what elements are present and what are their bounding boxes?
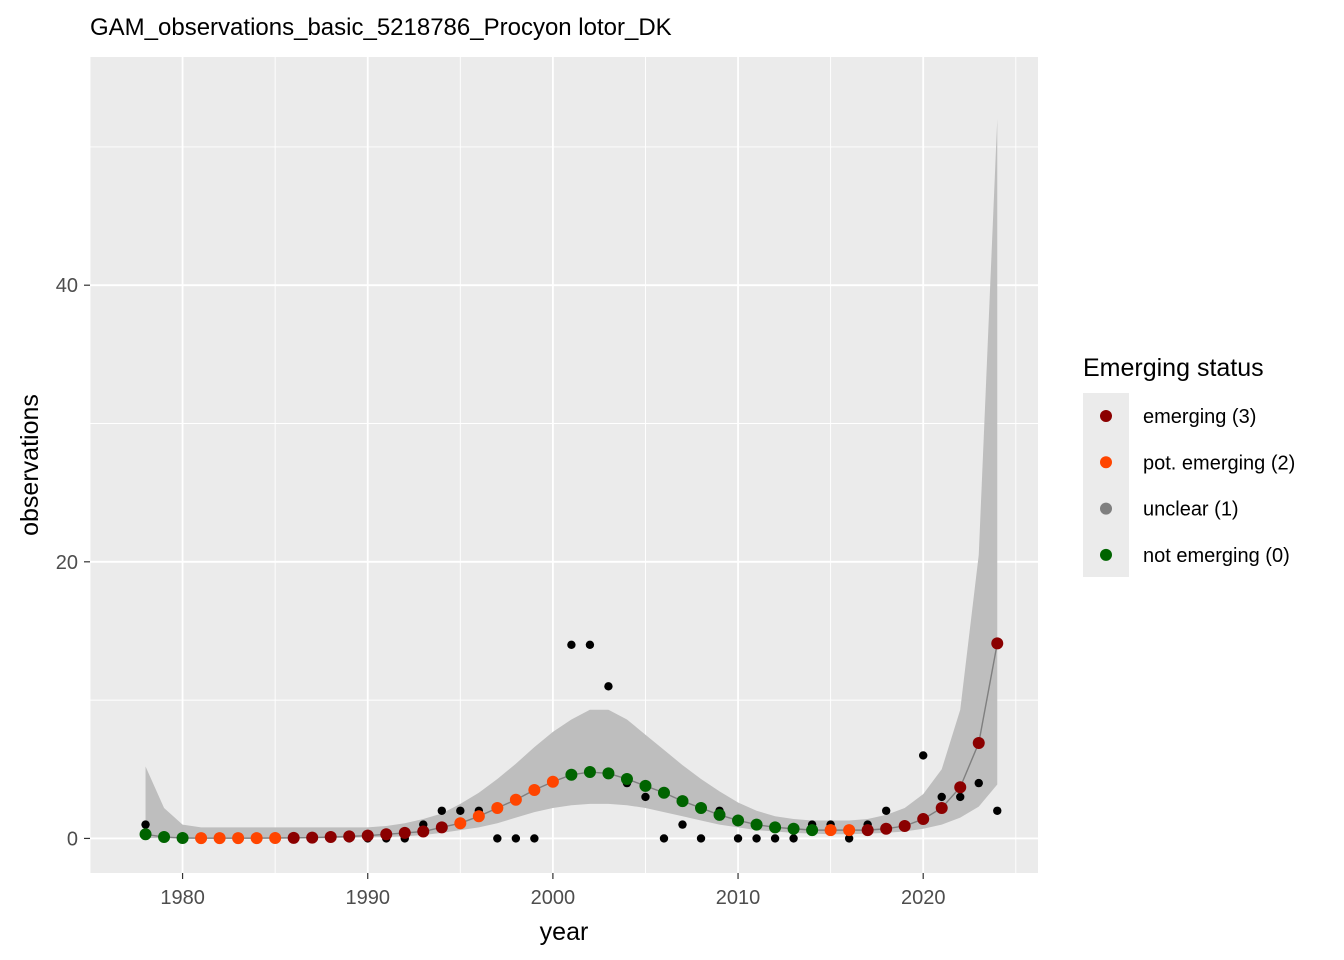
legend-label: unclear (1) [1143, 499, 1239, 521]
observed-point [844, 834, 854, 843]
fitted-point [583, 766, 596, 779]
legend-items: emerging (3) pot. emerging (2) unclear (1)… [1100, 406, 1295, 567]
fitted-point [269, 832, 282, 845]
legend-key [1100, 456, 1112, 469]
fitted-point [861, 824, 874, 837]
observed-point [641, 792, 650, 802]
fitted-point [972, 736, 985, 749]
fitted-point [991, 637, 1004, 650]
fitted-point [324, 831, 337, 844]
observed-point [696, 834, 706, 843]
fitted-point [417, 825, 430, 838]
y-tick-label: 0 [67, 828, 78, 850]
fitted-point [843, 824, 856, 837]
observed-point [530, 834, 539, 843]
fitted-point [343, 830, 356, 843]
fitted-point [509, 793, 522, 806]
legend-key [1100, 410, 1112, 422]
legend-key [1100, 502, 1112, 515]
x-tick-label: 2010 [716, 887, 761, 909]
fitted-point [732, 814, 745, 827]
fitted-point [769, 821, 782, 834]
fitted-point [713, 808, 726, 821]
fitted-point [287, 831, 300, 844]
fitted-points [139, 637, 1004, 845]
fitted-point [880, 822, 893, 835]
y-tick-label: 40 [56, 275, 78, 297]
observed-point [752, 834, 761, 843]
fitted-point [195, 832, 208, 845]
observed-point [437, 806, 446, 815]
fitted-point [250, 832, 263, 845]
observed-point [456, 806, 465, 815]
fitted-point [639, 779, 652, 792]
fitted-point [565, 768, 578, 781]
legend-key-background [1083, 393, 1129, 577]
legend-label: emerging (3) [1143, 406, 1256, 428]
fitted-point [213, 832, 226, 845]
observed-point [881, 806, 891, 815]
fitted-point [491, 801, 504, 814]
x-tick-label: 1980 [160, 887, 205, 909]
fitted-point [528, 784, 541, 797]
observed-point [733, 834, 743, 843]
fitted-point [806, 824, 819, 837]
fitted-point [139, 828, 152, 841]
x-axis-title: year [540, 918, 589, 946]
legend-label: pot. emerging (2) [1143, 452, 1295, 474]
observed-point [789, 834, 798, 843]
observed-point [937, 792, 946, 802]
legend-title: Emerging status [1083, 354, 1264, 382]
fitted-point [435, 821, 448, 834]
fitted-point [676, 795, 689, 808]
observed-point [659, 834, 669, 843]
fitted-point [546, 775, 559, 788]
observed-point [493, 834, 502, 843]
observed-point [919, 751, 928, 760]
fitted-point [454, 817, 467, 830]
x-tick-label: 1990 [345, 887, 390, 909]
fitted-point [657, 786, 670, 799]
fitted-point [380, 828, 393, 841]
fitted-point [398, 826, 411, 839]
fitted-point [176, 832, 189, 845]
fitted-point [620, 772, 633, 785]
legend-label: not emerging (0) [1143, 545, 1290, 567]
legend: Emerging status emerging (3) pot. emergin… [1083, 354, 1295, 577]
x-tick-label: 2020 [901, 887, 946, 909]
fitted-point [935, 801, 948, 814]
fitted-point [750, 818, 763, 831]
y-tick-label: 20 [56, 552, 78, 574]
observed-point [678, 820, 687, 829]
fitted-point [898, 819, 911, 832]
fitted-point [158, 831, 171, 844]
y-axis-title: observations [16, 394, 44, 536]
fitted-point [602, 767, 615, 780]
observed-point [585, 640, 595, 649]
fitted-point [954, 781, 967, 794]
x-axis: 1980 1990 2000 2010 2020 [160, 873, 945, 909]
fitted-point [306, 831, 319, 844]
observed-point [604, 682, 613, 691]
observed-point [956, 792, 965, 802]
x-tick-label: 2000 [531, 887, 576, 909]
observed-point [770, 834, 780, 843]
fitted-point [472, 810, 485, 823]
fitted-point [917, 813, 930, 826]
fitted-point [824, 824, 837, 837]
observed-point [974, 778, 983, 788]
chart-title: GAM_observations_basic_5218786_Procyon l… [90, 14, 672, 41]
legend-key [1100, 548, 1112, 561]
observed-point [511, 834, 521, 843]
observed-point [993, 806, 1002, 815]
fitted-point [232, 832, 245, 845]
observed-point [567, 640, 576, 649]
y-axis: 0 20 40 [56, 275, 90, 850]
fitted-point [787, 822, 800, 835]
grid-minor [89, 57, 1038, 873]
fitted-point [695, 801, 708, 814]
observed-point [141, 820, 150, 829]
fitted-point [361, 829, 374, 842]
